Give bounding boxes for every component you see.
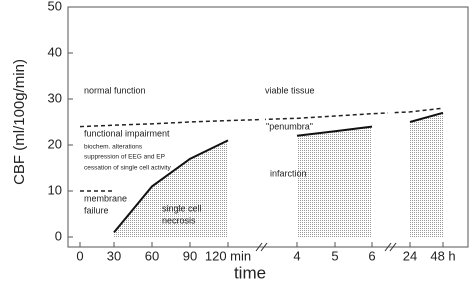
x-tick-label: 60 <box>145 248 159 263</box>
x-tick-label: 90 <box>183 248 197 263</box>
break-gap <box>259 107 265 237</box>
annotation: cessation of single cell activity <box>84 165 171 172</box>
annotation: membrane <box>84 193 127 203</box>
x-tick-label: 120 min <box>205 248 251 263</box>
annotation: necrosis <box>162 215 196 225</box>
series-line <box>296 125 373 137</box>
annotation: viable tissue <box>265 85 315 95</box>
y-axis-label: CBF (ml/100g/min) <box>11 59 28 185</box>
x-axis-label: time <box>234 263 266 282</box>
annotation: functional impairment <box>84 128 170 138</box>
annotation: normal function <box>84 85 146 95</box>
y-tick-label: 0 <box>55 228 62 243</box>
break-gap <box>388 107 394 237</box>
annotation: infarction <box>270 168 307 178</box>
axis-break <box>389 242 397 252</box>
annotation: "penumbra" <box>266 121 313 131</box>
plot-frame <box>67 6 469 248</box>
x-tick-label: 24 <box>403 248 417 263</box>
x-tick-label: 4 <box>293 248 300 263</box>
x-tick-label: 6 <box>368 248 375 263</box>
axis-break <box>255 242 263 252</box>
x-tick-label: 0 <box>76 248 83 263</box>
axis-break <box>384 242 392 252</box>
area <box>410 112 443 237</box>
annotation: single cell <box>162 203 202 213</box>
y-tick-label: 20 <box>48 136 62 151</box>
area <box>114 140 228 237</box>
y-tick-label: 40 <box>48 44 62 59</box>
y-tick-label: 10 <box>48 182 62 197</box>
axis-break <box>260 242 268 252</box>
x-tick-label: 30 <box>107 248 121 263</box>
annotation: failure <box>84 205 109 215</box>
x-tick-label: 48 h <box>430 248 455 263</box>
area <box>297 126 372 237</box>
series-line <box>113 139 229 234</box>
annotation: biochem. alterations <box>84 144 143 151</box>
y-tick-label: 50 <box>48 0 62 13</box>
y-tick-label: 30 <box>48 90 62 105</box>
x-tick-label: 5 <box>331 248 338 263</box>
series-line <box>409 111 444 123</box>
annotation: suppression of EEG and EP <box>84 154 165 161</box>
